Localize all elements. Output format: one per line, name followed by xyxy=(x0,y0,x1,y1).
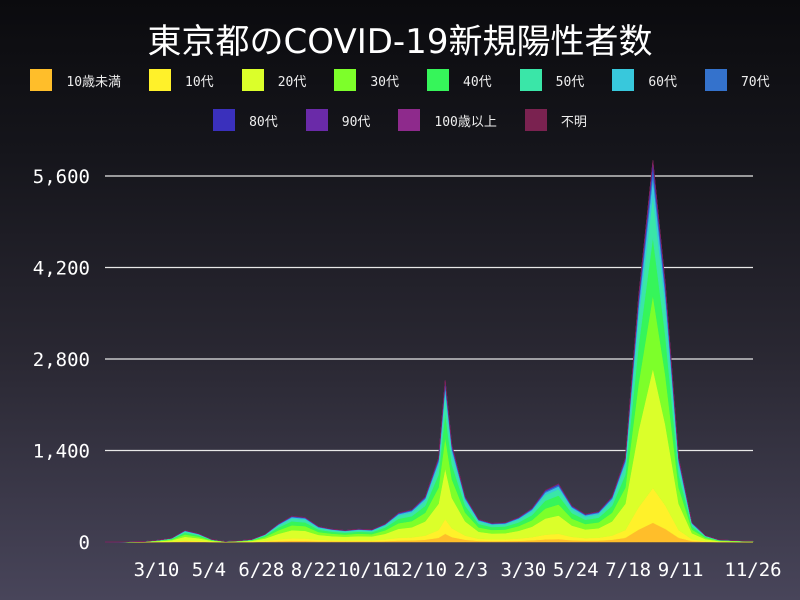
x-tick-label: 2/3 xyxy=(454,559,488,581)
legend-item[interactable]: 10歳未満 xyxy=(30,69,121,91)
x-tick-label: 6/28 xyxy=(238,559,284,581)
legend-swatch xyxy=(334,69,357,91)
legend-swatch xyxy=(519,69,542,91)
legend-swatch xyxy=(612,69,635,91)
legend-item[interactable]: 不明 xyxy=(524,109,587,131)
legend-item[interactable]: 40代 xyxy=(427,69,492,91)
legend-label: 70代 xyxy=(740,74,770,90)
y-tick-label: 1,400 xyxy=(33,441,90,463)
x-tick-label: 11/26 xyxy=(724,559,781,581)
x-tick-label: 10/16 xyxy=(338,559,395,581)
legend-swatch xyxy=(427,69,449,91)
legend-swatch xyxy=(398,109,421,131)
legend-item[interactable]: 10代 xyxy=(149,69,214,91)
legend-swatch xyxy=(213,109,236,131)
legend-item[interactable]: 100歳以上 xyxy=(398,109,497,131)
y-tick-label: 2,800 xyxy=(33,349,90,371)
legend-label: 40代 xyxy=(463,74,492,90)
legend-item[interactable]: 70代 xyxy=(704,69,770,91)
legend-label: 100歳以上 xyxy=(434,114,497,130)
x-tick-label: 7/18 xyxy=(605,559,651,581)
x-tick-label: 3/30 xyxy=(500,559,546,581)
x-tick-label: 12/10 xyxy=(390,559,447,581)
y-tick-label: 0 xyxy=(79,532,90,554)
legend-item[interactable]: 60代 xyxy=(612,69,677,91)
legend-swatch xyxy=(524,109,547,131)
x-tick-label: 3/10 xyxy=(134,559,180,581)
legend-label: 30代 xyxy=(370,74,399,90)
legend-label: 10代 xyxy=(185,74,214,90)
legend-label: 90代 xyxy=(341,114,371,130)
legend-swatch xyxy=(149,69,172,91)
legend-label: 20代 xyxy=(277,74,307,90)
chart-title: 東京都のCOVID-19新規陽性者数 xyxy=(147,22,653,62)
legend-swatch xyxy=(30,69,53,91)
legend-item[interactable]: 90代 xyxy=(305,109,371,131)
x-tick-label: 8/22 xyxy=(291,559,337,581)
legend-item[interactable]: 50代 xyxy=(519,69,585,91)
legend-item[interactable]: 80代 xyxy=(213,109,278,131)
legend-row-1: 10歳未満 10代 20代 30代 40代 50代 60代 70代 xyxy=(0,69,800,91)
legend-swatch xyxy=(305,109,328,131)
legend-item[interactable]: 20代 xyxy=(241,69,307,91)
y-tick-label: 4,200 xyxy=(33,258,90,280)
x-tick-label: 5/24 xyxy=(553,559,599,581)
legend-label: 不明 xyxy=(560,114,587,130)
series-area-11 xyxy=(104,160,753,543)
legend-row-2: 80代 90代 100歳以上 不明 xyxy=(0,109,800,131)
legend-item[interactable]: 30代 xyxy=(334,69,399,91)
legend-swatch xyxy=(241,69,264,91)
legend-swatch xyxy=(704,69,727,91)
legend-label: 80代 xyxy=(249,114,278,130)
legend-label: 50代 xyxy=(555,74,585,90)
legend-label: 60代 xyxy=(648,74,677,90)
x-tick-label: 5/4 xyxy=(192,559,226,581)
x-tick-label: 9/11 xyxy=(658,559,704,581)
legend-label: 10歳未満 xyxy=(66,74,122,90)
y-tick-label: 5,600 xyxy=(33,166,90,188)
